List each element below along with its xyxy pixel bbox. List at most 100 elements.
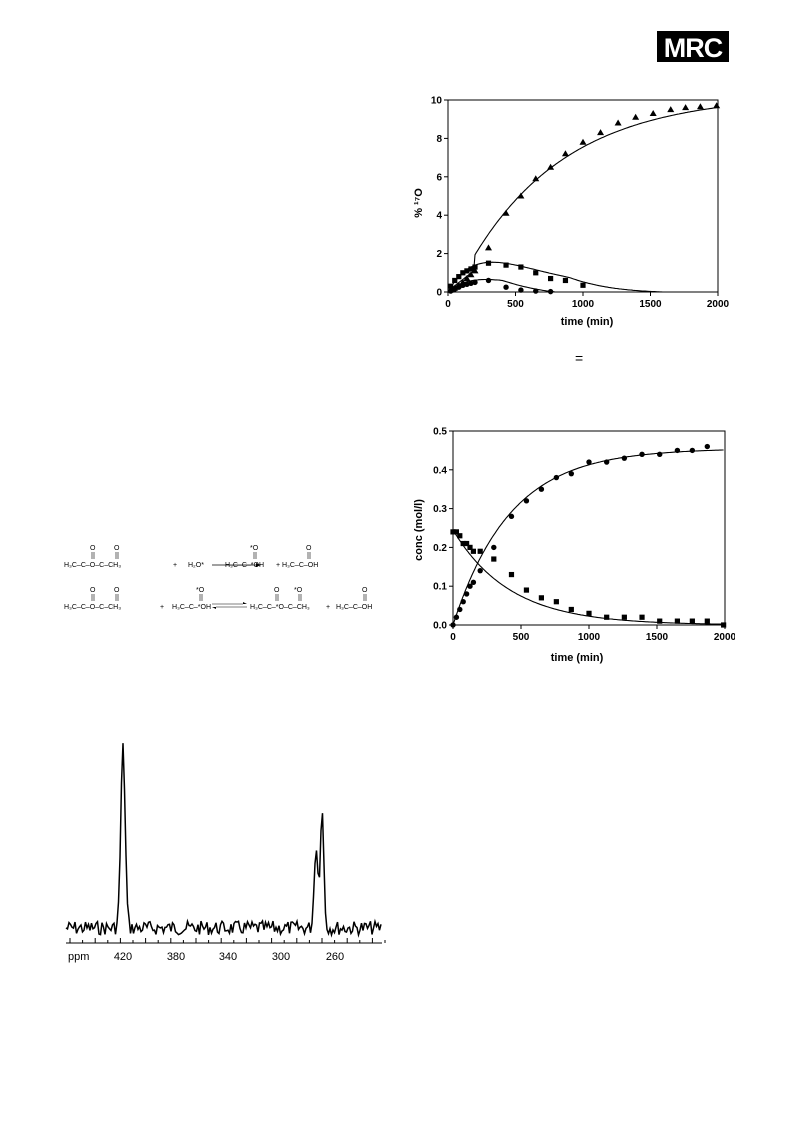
- data-point-square: [468, 266, 474, 272]
- data-point-square: [562, 277, 569, 284]
- data-point-square: [491, 556, 497, 562]
- y-tick-label: 2: [436, 249, 442, 260]
- nmr-spectrum: ppm 420 380 340 300 260: [65, 743, 386, 963]
- data-point-circle: [657, 451, 663, 457]
- data-point-circle: [547, 288, 554, 295]
- data-point-square: [508, 571, 515, 578]
- fit-curve: [452, 449, 724, 626]
- data-point-triangle: [547, 163, 555, 170]
- data-point-circle: [621, 455, 628, 461]
- carbonyl-o: O: [90, 545, 96, 552]
- stray-mark: =: [575, 350, 584, 366]
- data-point-circle: [603, 459, 610, 465]
- data-point-square: [518, 264, 524, 270]
- data-point-square: [704, 618, 710, 624]
- labeled-o: *O: [294, 587, 303, 594]
- x-tick-label: 0: [450, 632, 456, 643]
- data-point-triangle: [713, 102, 721, 109]
- chart1-ylabel: % ¹⁷O: [413, 188, 425, 218]
- plus-sign: +: [173, 562, 177, 569]
- data-point-triangle: [467, 271, 475, 278]
- data-point-square: [460, 540, 466, 547]
- data-point-square: [503, 262, 509, 268]
- plus-sign: +: [326, 604, 330, 611]
- data-point-triangle: [485, 244, 492, 251]
- data-point-square: [621, 614, 627, 620]
- x-tick-label: 1500: [639, 299, 662, 310]
- data-point-triangle: [649, 109, 657, 116]
- plus-sign: +: [276, 562, 280, 569]
- data-point-circle: [456, 284, 462, 290]
- data-point-circle: [568, 470, 575, 477]
- data-point-square: [721, 622, 727, 628]
- fit-curve: [452, 529, 724, 625]
- data-point-square: [548, 275, 554, 282]
- nmr-tick-label: 380: [167, 951, 185, 963]
- x-tick-label: 1000: [578, 632, 601, 643]
- anhydride: H₃C–C–O–C–CH₃: [64, 562, 121, 569]
- acetic-acid: H₃C–C–OH: [282, 562, 318, 569]
- data-point-square: [452, 277, 458, 284]
- data-point-circle: [452, 286, 458, 292]
- data-point-circle: [533, 288, 539, 294]
- data-point-square: [464, 540, 470, 547]
- x-tick-label: 2000: [714, 632, 735, 643]
- x-tick-label: 2000: [707, 299, 730, 310]
- data-point-circle: [468, 280, 474, 287]
- labeled-o: *O: [250, 545, 259, 552]
- data-point-triangle: [667, 106, 675, 113]
- carbonyl-o: O: [114, 587, 120, 594]
- labeled-anhydride: H₃C–C–*O–C–CH₃: [250, 604, 310, 611]
- data-point-triangle: [502, 209, 510, 216]
- data-point-triangle: [532, 175, 540, 182]
- data-point-circle: [463, 591, 470, 597]
- labeled-acid: H₃C–C–*OH: [172, 604, 211, 611]
- data-point-square: [674, 618, 680, 624]
- data-point-circle: [586, 459, 592, 465]
- data-point-circle: [460, 599, 466, 605]
- data-point-triangle: [517, 192, 525, 199]
- data-point-square: [477, 548, 483, 554]
- data-point-square: [689, 618, 695, 624]
- scheme-row-1: O O H₃C–C–O–C–CH₃ + H₂O* *O H₃C–C–*OH + …: [64, 545, 318, 569]
- carbonyl-o: O: [362, 587, 368, 594]
- data-point-square: [553, 599, 559, 605]
- data-point-circle: [518, 287, 524, 293]
- data-point-circle: [448, 288, 454, 294]
- data-point-triangle: [463, 275, 471, 282]
- anhydride: H₃C–C–O–C–CH₃: [64, 604, 121, 611]
- carbonyl-o: O: [114, 545, 120, 552]
- y-tick-label: 0: [436, 288, 442, 299]
- nmr-tick-label: 340: [219, 951, 237, 963]
- data-point-square: [464, 268, 470, 274]
- data-point-circle: [464, 281, 470, 288]
- data-point-circle: [450, 622, 456, 628]
- x-tick-label: 1500: [646, 632, 669, 643]
- chart2-ylabel: conc (mol/l): [413, 499, 425, 561]
- data-point-circle: [704, 443, 711, 450]
- data-point-square: [457, 533, 463, 539]
- data-point-square: [580, 282, 586, 288]
- nmr-tick-label: 300: [272, 951, 290, 963]
- y-tick-label: 0.2: [433, 543, 447, 554]
- data-point-circle: [470, 579, 477, 586]
- data-point-triangle: [579, 138, 587, 145]
- y-tick-label: 10: [431, 96, 443, 107]
- y-tick-label: 8: [436, 134, 442, 145]
- data-point-circle: [453, 614, 460, 620]
- acetic-acid: H₃C–C–OH: [336, 604, 372, 611]
- nmr-tick-label: 420: [114, 951, 132, 963]
- data-point-square: [450, 529, 456, 535]
- data-point-square: [586, 610, 592, 616]
- reaction-scheme: O O H₃C–C–O–C–CH₃ + H₂O* *O H₃C–C–*OH + …: [64, 545, 372, 611]
- y-tick-label: 0.4: [433, 465, 447, 476]
- data-point-circle: [491, 544, 497, 551]
- y-tick-label: 0.1: [433, 582, 447, 593]
- data-point-square: [657, 618, 663, 624]
- chart2-xlabel: time (min): [551, 652, 604, 664]
- data-point-square: [453, 529, 459, 535]
- data-point-square: [485, 260, 492, 266]
- data-point-square: [456, 274, 462, 280]
- data-point-circle: [553, 474, 560, 481]
- data-point-square: [467, 544, 473, 550]
